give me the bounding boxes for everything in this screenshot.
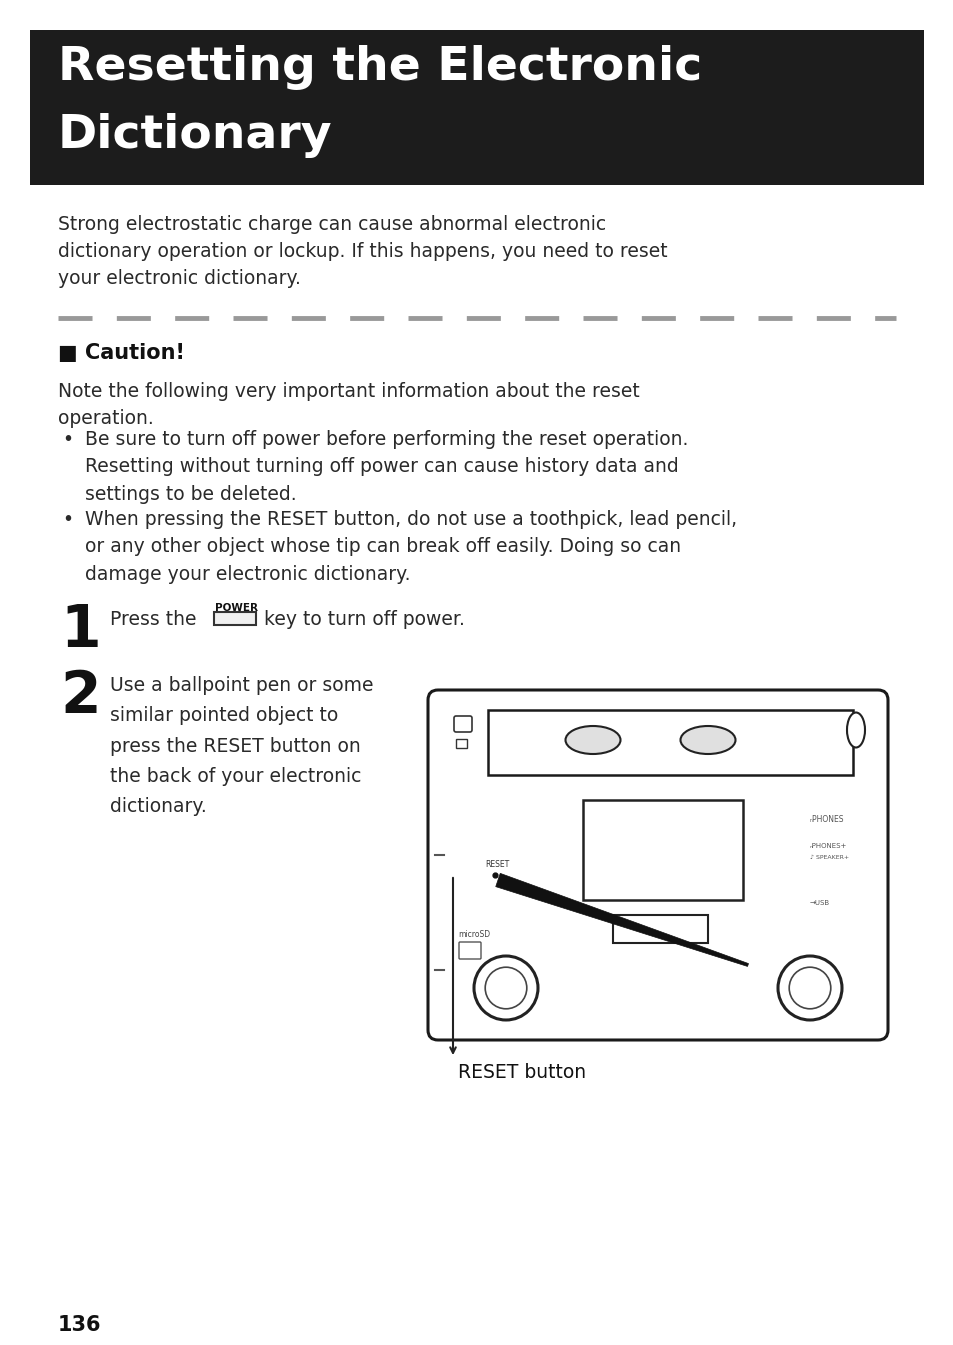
- Text: 136: 136: [58, 1315, 101, 1336]
- Text: Use a ballpoint pen or some
similar pointed object to
press the RESET button on
: Use a ballpoint pen or some similar poin…: [110, 677, 374, 816]
- Text: Note the following very important information about the reset
operation.: Note the following very important inform…: [58, 382, 639, 428]
- Bar: [456, 738, 467, 748]
- Text: 2: 2: [60, 668, 100, 725]
- Text: ■ Caution!: ■ Caution!: [58, 343, 185, 363]
- Text: RESET button: RESET button: [457, 1063, 585, 1081]
- Bar: [30, 30, 923, 186]
- Bar: [613, 915, 707, 943]
- Text: →USB: →USB: [809, 900, 829, 907]
- Text: microSD: microSD: [457, 929, 490, 939]
- Circle shape: [778, 956, 841, 1020]
- Circle shape: [474, 956, 537, 1020]
- Circle shape: [788, 967, 830, 1009]
- Text: ₙPHONES: ₙPHONES: [809, 815, 843, 824]
- Ellipse shape: [565, 726, 619, 755]
- Text: RESET: RESET: [484, 859, 509, 869]
- Text: Be sure to turn off power before performing the reset operation.
Resetting witho: Be sure to turn off power before perform…: [85, 430, 688, 503]
- Ellipse shape: [846, 713, 864, 748]
- Text: •: •: [62, 430, 73, 449]
- Ellipse shape: [679, 726, 735, 755]
- Bar: [582, 800, 742, 900]
- Text: ♪ SPEAKER+: ♪ SPEAKER+: [809, 855, 848, 859]
- Polygon shape: [496, 873, 748, 967]
- Text: POWER: POWER: [214, 603, 257, 613]
- Text: key to turn off power.: key to turn off power.: [264, 611, 464, 629]
- FancyBboxPatch shape: [458, 941, 480, 959]
- Bar: [213, 612, 255, 625]
- FancyBboxPatch shape: [428, 690, 887, 1040]
- Text: Resetting the Electronic: Resetting the Electronic: [58, 44, 701, 90]
- Text: Press the: Press the: [110, 611, 196, 629]
- Text: When pressing the RESET button, do not use a toothpick, lead pencil,
or any othe: When pressing the RESET button, do not u…: [85, 510, 737, 584]
- FancyBboxPatch shape: [454, 716, 472, 732]
- Text: Strong electrostatic charge can cause abnormal electronic
dictionary operation o: Strong electrostatic charge can cause ab…: [58, 215, 667, 288]
- Bar: [488, 710, 852, 775]
- Text: 1: 1: [60, 603, 100, 659]
- Text: •: •: [62, 510, 73, 529]
- Text: ₙPHONES+: ₙPHONES+: [809, 843, 846, 849]
- Text: Dictionary: Dictionary: [58, 113, 333, 157]
- Circle shape: [485, 967, 526, 1009]
